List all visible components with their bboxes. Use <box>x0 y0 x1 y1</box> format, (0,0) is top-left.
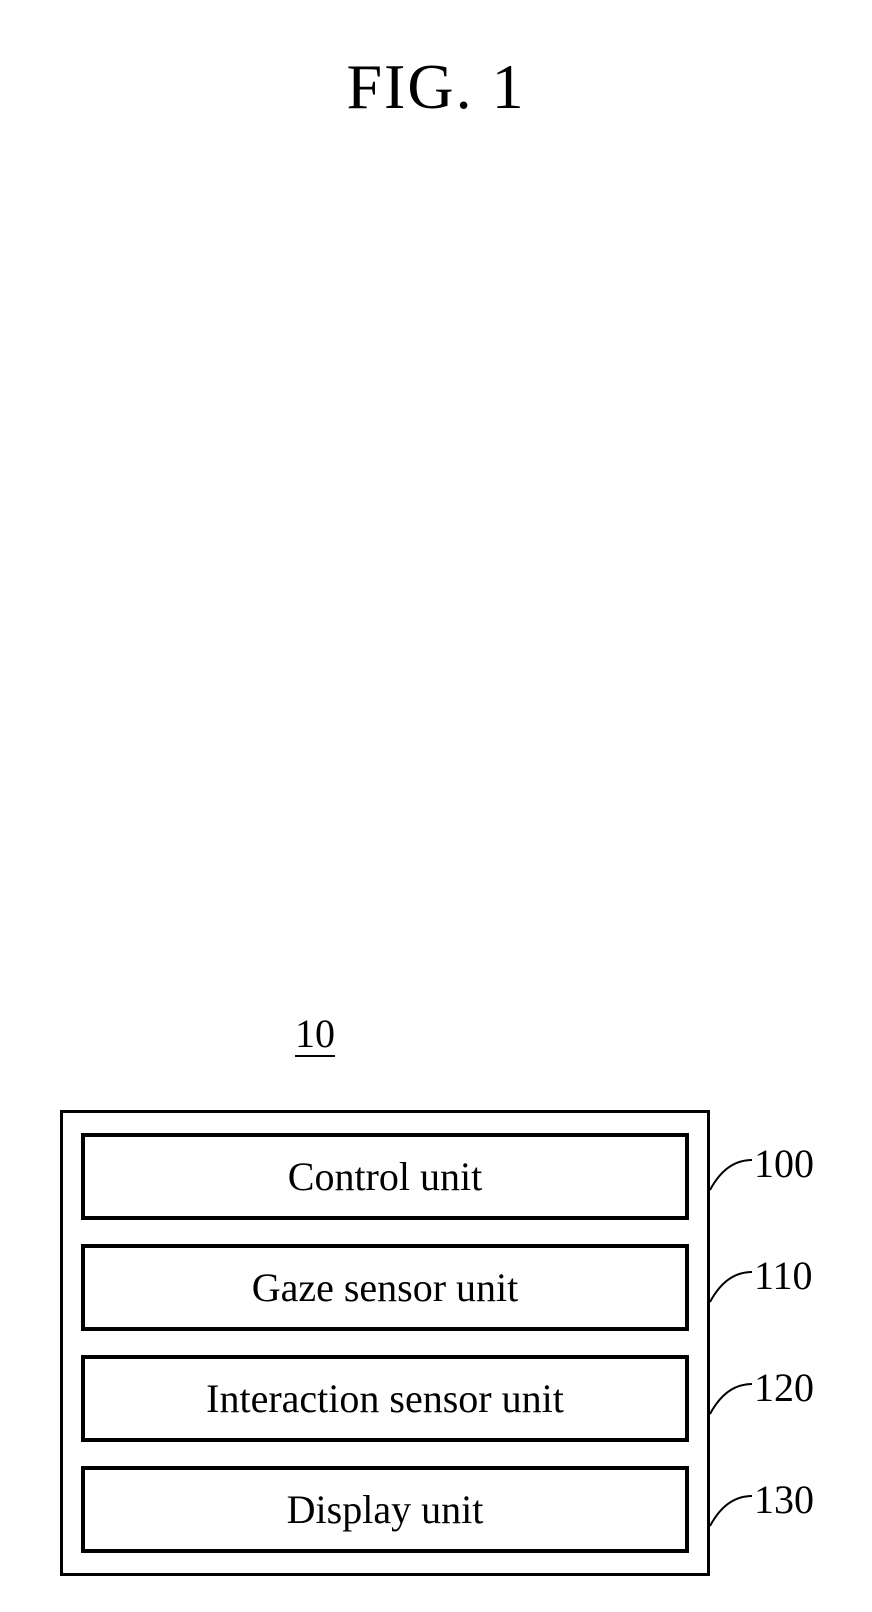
leader-110: 110 <box>754 1252 813 1299</box>
leader-arc-icon <box>708 1494 754 1528</box>
leader-label: 130 <box>754 1477 814 1522</box>
leader-100: 100 <box>754 1140 814 1187</box>
leader-label: 110 <box>754 1253 813 1298</box>
unit-box-control: Control unit <box>81 1133 689 1220</box>
unit-box-display: Display unit <box>81 1466 689 1553</box>
block-reference-number: 10 <box>295 1010 335 1057</box>
leader-130: 130 <box>754 1476 814 1523</box>
leader-arc-icon <box>708 1270 754 1304</box>
leader-120: 120 <box>754 1364 814 1411</box>
leader-arc-icon <box>708 1158 754 1192</box>
figure-title: FIG. 1 <box>346 50 525 124</box>
unit-box-interaction-sensor: Interaction sensor unit <box>81 1355 689 1442</box>
leader-label: 120 <box>754 1365 814 1410</box>
leader-label: 100 <box>754 1141 814 1186</box>
leader-arc-icon <box>708 1382 754 1416</box>
block-container: Control unit Gaze sensor unit Interactio… <box>60 1110 710 1576</box>
unit-box-gaze-sensor: Gaze sensor unit <box>81 1244 689 1331</box>
